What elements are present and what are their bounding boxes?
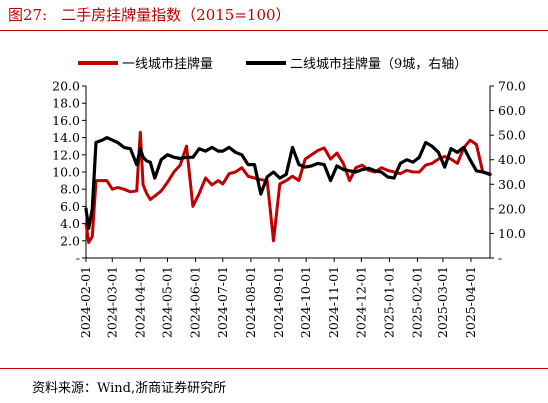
right-y-tick-label: - [498, 251, 502, 266]
source-note: 资料来源：Wind,浙商证券研究所 [32, 381, 227, 396]
left-y-tick-label: 20.0 [52, 79, 80, 94]
x-tick-label: 2024-08-01 [243, 266, 258, 338]
right-y-tick-label: 20.0 [498, 201, 526, 216]
figure-title: 图27: 二手房挂牌量指数（2015=100） [8, 4, 291, 25]
left-y-tick-label: 4.0 [60, 216, 80, 231]
legend-label-series-1: 一线城市挂牌量 [122, 56, 213, 72]
title-rule [0, 30, 548, 31]
x-tick-label: 2025-04-01 [463, 266, 478, 338]
figure-title-text: 二手房挂牌量指数（2015=100） [61, 6, 291, 24]
legend-label-series-2: 二线城市挂牌量（9城，右轴） [290, 56, 467, 72]
left-y-tick-label: 2.0 [60, 233, 80, 248]
series-line-1 [84, 130, 492, 244]
series-line-2 [84, 136, 492, 231]
right-y-tick-label: 70.0 [498, 79, 526, 94]
chart-legend: 一线城市挂牌量 二线城市挂牌量（9城，右轴） [78, 56, 467, 72]
x-tick-label: 2024-11-01 [326, 266, 341, 338]
left-y-tick-label: 18.0 [52, 96, 80, 111]
right-y-tick-label: 10.0 [498, 226, 526, 241]
x-tick-label: 2024-02-01 [78, 266, 93, 338]
right-y-tick-label: 50.0 [498, 128, 526, 143]
footer-rule [0, 368, 548, 369]
x-tick-label: 2024-07-01 [215, 266, 230, 338]
left-y-tick-label: 14.0 [52, 130, 80, 145]
x-tick-label: 2024-06-01 [188, 266, 203, 338]
right-y-tick-label: 60.0 [498, 103, 526, 118]
figure-number: 图27: [8, 6, 48, 24]
x-tick-label: 2025-02-01 [410, 266, 425, 338]
x-tick-label: 2024-12-01 [353, 266, 368, 338]
axes: - 2.0 4.0 6.0 8.0 10.0 12.0 14.0 16.0 18.0 20.0 - 10… [52, 79, 526, 339]
x-tick-label: 2025-01-01 [381, 266, 396, 338]
right-y-tick-label: 40.0 [498, 152, 526, 167]
left-y-tick-label: 10.0 [52, 165, 80, 180]
x-tick-label: 2024-04-01 [132, 266, 147, 338]
right-y-tick-label: 30.0 [498, 177, 526, 192]
x-tick-label: 2025-03-01 [435, 266, 450, 338]
x-tick-label: 2024-03-01 [104, 266, 119, 338]
x-tick-label: 2024-05-01 [160, 266, 175, 338]
left-y-tick-label: 12.0 [52, 147, 80, 162]
left-y-tick-label: - [76, 251, 80, 266]
x-tick-label: 2024-10-01 [298, 266, 313, 338]
left-y-tick-label: 8.0 [60, 182, 80, 197]
left-y-tick-label: 16.0 [52, 113, 80, 128]
x-tick-label: 2024-09-01 [271, 266, 286, 338]
series-lines [84, 130, 492, 244]
left-y-tick-label: 6.0 [60, 199, 80, 214]
